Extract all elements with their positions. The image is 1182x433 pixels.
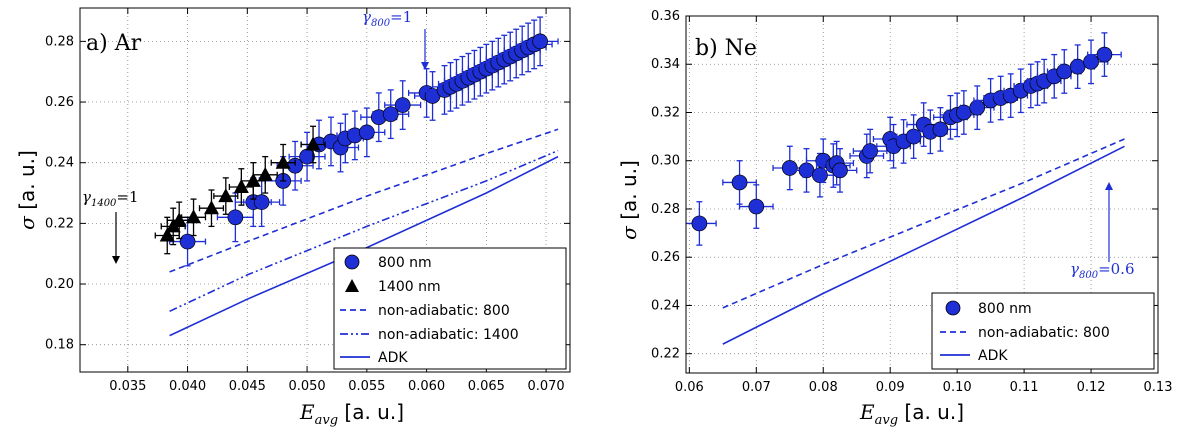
y-tick-label: 0.20: [45, 277, 74, 292]
svg-text:Eavg [a. u.]: Eavg [a. u.]: [859, 400, 964, 428]
axis-label-x-ar: Eavg [a. u.]: [299, 400, 404, 428]
svg-text:σ [a. u.]: σ [a. u.]: [617, 160, 641, 240]
legend-item-nonadiabatic-1400: non-adiabatic: 1400: [340, 327, 519, 343]
svg-text:ADK: ADK: [378, 350, 408, 366]
x-tick-label: 0.12: [1077, 380, 1106, 395]
x-tick-label: 0.035: [109, 379, 146, 394]
x-tick-label: 0.11: [1010, 380, 1039, 395]
svg-text:800 nm: 800 nm: [378, 255, 432, 271]
x-tick-label: 0.13: [1144, 380, 1173, 395]
chart-panel-ne: 0.06 0.07 0.08 0.09 0.10 0.11 0.12 0.13 0.22 0.24…: [617, 9, 1172, 428]
data-point-800-nm: [360, 92, 398, 143]
y-tick-label: 0.30: [651, 154, 680, 169]
data-point-800-nm: [372, 89, 410, 140]
legend-item-adk: ADK: [340, 350, 408, 366]
y-tick-label: 0.24: [45, 156, 74, 171]
series-line-non-adiabatic-800: [722, 138, 1125, 309]
axis-label-x-ne: Eavg [a. u.]: [859, 400, 964, 428]
legend-ar: 800 nm 1400 nm non-adiabatic: 800 non-ad…: [333, 247, 567, 370]
y-tick-label: 0.26: [651, 250, 680, 265]
data-point-800-nm: [822, 148, 858, 193]
y-tick-label: 0.32: [651, 105, 680, 120]
x-tick-label: 0.060: [408, 379, 445, 394]
svg-text:γ800=1: γ800=1: [362, 8, 412, 29]
legend-item-800nm: 800 nm: [344, 254, 432, 271]
data-point-800-nm: [686, 201, 717, 246]
axis-label-y-ar: σ [a. u.]: [15, 150, 39, 230]
data-point-1400-nm: [166, 201, 192, 240]
series-line-adk: [722, 145, 1125, 345]
y-tick-label: 0.34: [651, 57, 680, 72]
x-tick-label: 0.06: [675, 380, 704, 395]
y-tick-label: 0.28: [651, 202, 680, 217]
svg-text:γ1400=1: γ1400=1: [82, 188, 139, 209]
series-line-non-adiabatic-800: [169, 128, 559, 273]
y-tick-label: 0.22: [651, 347, 680, 362]
axis-label-y-ne: σ [a. u.]: [617, 160, 641, 240]
data-point-800-nm: [521, 16, 559, 67]
chart-panel-ar: 0.035 0.040 0.045 0.050 0.055 0.060 0.065 0.070…: [15, 7, 571, 428]
data-point-1400-nm: [300, 125, 326, 164]
data-point-800-nm: [1087, 32, 1122, 77]
svg-text:non-adiabatic: 800: non-adiabatic: 800: [378, 303, 510, 319]
svg-text:Eavg [a. u.]: Eavg [a. u.]: [299, 400, 404, 428]
x-tick-label: 0.10: [943, 380, 972, 395]
data-point-800-nm: [959, 85, 995, 131]
legend-item-1400nm: 1400 nm: [345, 279, 441, 295]
data-point-1400-nm: [213, 177, 239, 215]
x-tick-label: 0.08: [809, 380, 838, 395]
y-tick-label: 0.26: [45, 95, 74, 110]
y-tick-label: 0.36: [651, 9, 680, 24]
x-tick-label: 0.045: [229, 379, 266, 394]
x-tick-label: 0.09: [876, 380, 905, 395]
data-point-1400-nm: [180, 198, 207, 237]
data-point-1400-nm: [198, 189, 225, 228]
data-point-1400-nm: [252, 155, 278, 194]
data-point-800-nm: [348, 107, 386, 158]
svg-text:ADK: ADK: [978, 348, 1008, 364]
data-point-1400-nm: [270, 143, 296, 182]
svg-text:800 nm: 800 nm: [978, 301, 1032, 317]
data-point-800-nm: [722, 160, 757, 205]
legend-ne: 800 nm non-adiabatic: 800 ADK: [931, 292, 1155, 370]
data-point-800-nm: [852, 128, 888, 174]
data-point-1400-nm: [154, 216, 180, 255]
svg-text:1400 nm: 1400 nm: [378, 279, 441, 295]
y-tick-label: 0.22: [45, 216, 74, 231]
svg-text:non-adiabatic: 800: non-adiabatic: 800: [978, 325, 1110, 341]
x-tick-label: 0.040: [169, 379, 206, 394]
panel-label-ar: a) Ar: [86, 31, 142, 56]
data-point-800-nm: [384, 80, 422, 130]
legend-item-800nm-ne: 800 nm: [945, 300, 1032, 317]
annotation-gamma800-ne: γ800=0.6: [1070, 182, 1135, 281]
panel-label-ne: b) Ne: [695, 36, 757, 61]
data-point-800-nm: [738, 184, 774, 229]
y-tick-label: 0.24: [651, 298, 680, 313]
y-tick-label: 0.18: [45, 338, 74, 353]
legend-item-nonadiabatic-800: non-adiabatic: 800: [340, 303, 510, 319]
x-tick-label: 0.055: [348, 379, 385, 394]
series-line-non-adiabatic-1400: [169, 149, 559, 313]
y-tick-label: 0.28: [45, 34, 74, 49]
svg-text:σ [a. u.]: σ [a. u.]: [15, 150, 39, 230]
svg-text:non-adiabatic: 1400: non-adiabatic: 1400: [378, 327, 519, 343]
x-tick-label: 0.065: [468, 379, 505, 394]
x-tick-label: 0.070: [527, 379, 564, 394]
annotation-gamma1400-ar: γ1400=1: [82, 188, 139, 264]
annotation-gamma800-ar: γ800=1: [362, 8, 429, 70]
legend-item-nonadiabatic-800-ne: non-adiabatic: 800: [940, 325, 1110, 341]
legend-item-adk-ne: ADK: [940, 348, 1008, 364]
svg-text:γ800=0.6: γ800=0.6: [1070, 260, 1135, 281]
x-tick-label: 0.07: [742, 380, 771, 395]
data-point-800-nm: [321, 122, 360, 173]
x-tick-label: 0.050: [288, 379, 325, 394]
data-point-800-nm: [1073, 39, 1109, 85]
